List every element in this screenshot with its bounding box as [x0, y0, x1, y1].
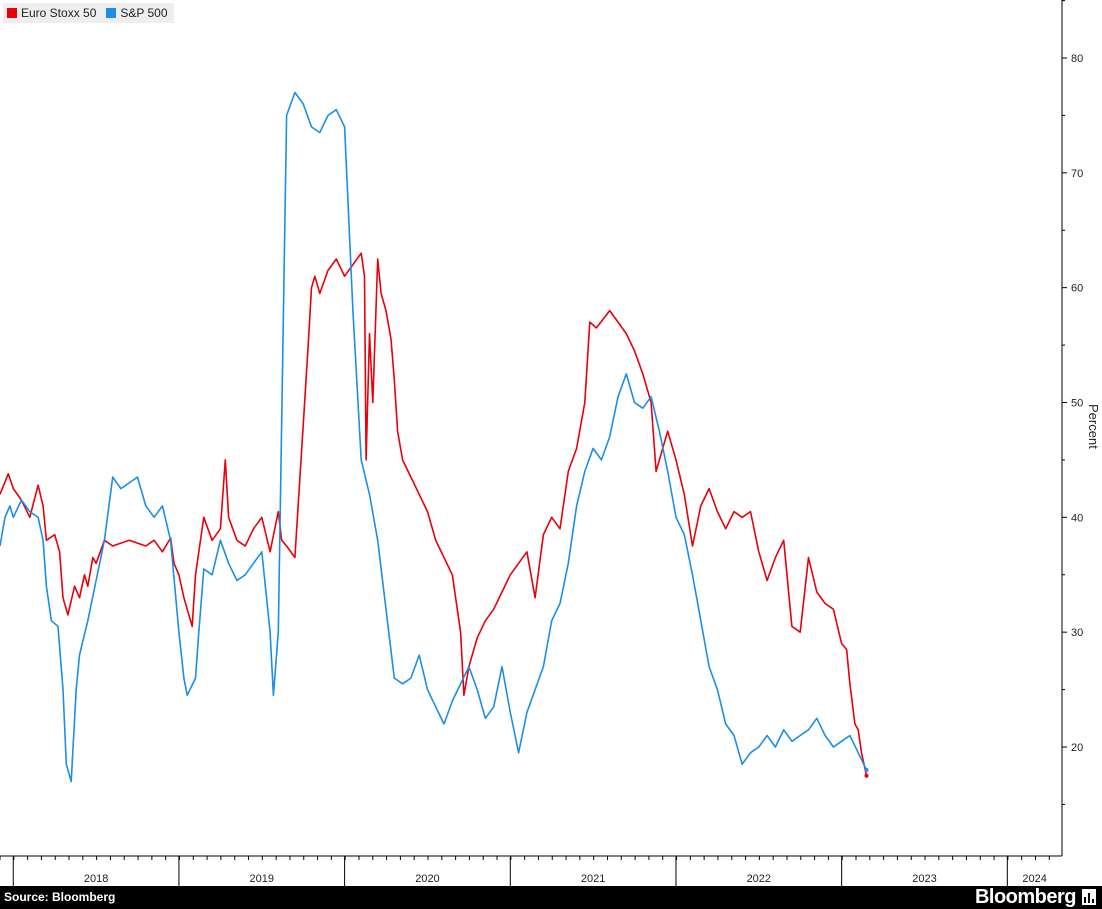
- x-tick-label: 2024: [1022, 873, 1046, 885]
- legend-swatch-euro-stoxx: [7, 8, 17, 18]
- x-tick-label: 2018: [84, 873, 108, 885]
- bloomberg-logo: Bloomberg: [974, 886, 1077, 908]
- footer-bar: Source: Bloomberg Bloomberg: [0, 886, 1102, 909]
- x-tick-label: 2020: [415, 873, 439, 885]
- source-note: Source: Bloomberg: [4, 890, 116, 904]
- axes: 20 30 40 50 60 70 80 Percent 2018 2019 2020 2021 202…: [0, 0, 1101, 886]
- chart: 20 30 40 50 60 70 80 Percent 2018 2019 2020 2021 202…: [0, 0, 1101, 886]
- y-tick-label: 60: [1071, 283, 1083, 295]
- y-tick-label: 70: [1071, 168, 1083, 180]
- legend-swatch-sp500: [106, 8, 117, 18]
- end-point-euro-stoxx-50: [864, 773, 869, 778]
- y-axis-label: Percent: [1086, 404, 1101, 449]
- bloomberg-chart-icon: [1082, 889, 1096, 905]
- y-tick-label: 80: [1071, 53, 1083, 65]
- y-tick-label: 50: [1071, 398, 1083, 410]
- legend-item-euro-stoxx: Euro Stoxx 50: [7, 6, 96, 20]
- end-point-sp-500: [864, 767, 869, 772]
- y-tick-label: 20: [1071, 742, 1083, 754]
- legend-label-sp500: S&P 500: [120, 6, 168, 20]
- y-tick-label: 40: [1071, 512, 1083, 524]
- x-tick-label: 2021: [581, 873, 605, 885]
- series-line-sp-500: [0, 91, 868, 783]
- legend: Euro Stoxx 50 S&P 500: [3, 3, 174, 23]
- legend-item-sp500: S&P 500: [106, 6, 168, 20]
- series-line-euro-stoxx-50: [0, 252, 868, 776]
- x-tick-label: 2023: [912, 873, 936, 885]
- plot-area: [0, 91, 869, 783]
- x-tick-label: 2019: [250, 873, 274, 885]
- y-tick-label: 30: [1071, 627, 1083, 639]
- x-tick-label: 2022: [747, 873, 771, 885]
- legend-label-euro-stoxx: Euro Stoxx 50: [21, 6, 97, 20]
